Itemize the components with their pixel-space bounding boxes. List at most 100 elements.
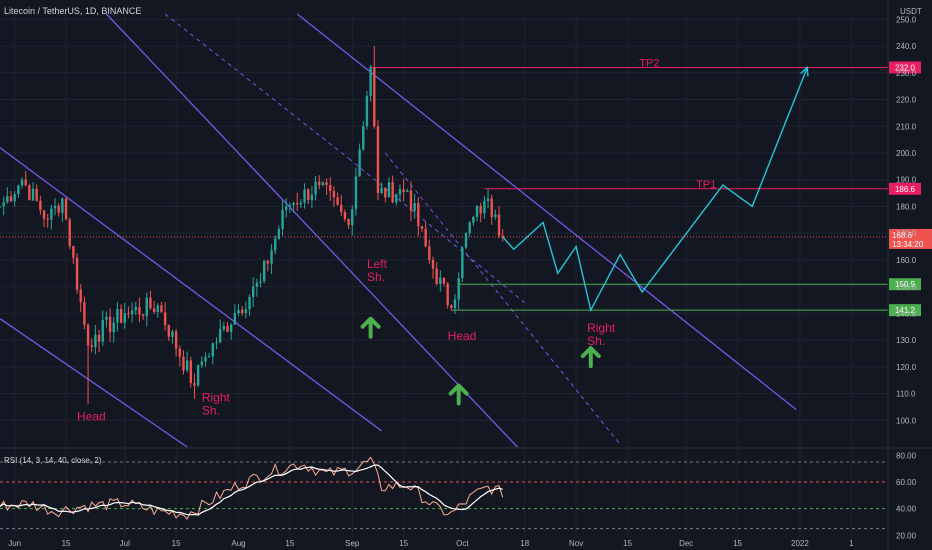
candle-body bbox=[167, 325, 170, 337]
candle-body bbox=[303, 189, 306, 203]
candle-body bbox=[185, 360, 189, 371]
candle-body bbox=[9, 196, 13, 202]
candle-body bbox=[409, 190, 413, 211]
candle-body bbox=[358, 149, 361, 177]
candle-body bbox=[490, 198, 493, 218]
channel-line bbox=[0, 147, 383, 432]
currency-label: USDT bbox=[900, 7, 922, 16]
candle-body bbox=[354, 176, 358, 210]
candle-body bbox=[398, 189, 402, 195]
candle-body bbox=[207, 356, 211, 358]
candle-body bbox=[215, 342, 218, 344]
rsi-signal-line bbox=[0, 464, 503, 516]
candle-body bbox=[318, 181, 321, 186]
y-tick-label: 130.0 bbox=[896, 336, 917, 345]
candle-body bbox=[329, 185, 332, 191]
candle-body bbox=[182, 356, 185, 371]
candle-body bbox=[336, 197, 339, 205]
candle-body bbox=[501, 235, 504, 237]
candle-body bbox=[156, 305, 159, 312]
y-tick-label: 240.0 bbox=[896, 42, 917, 51]
candle-body bbox=[134, 307, 137, 311]
candle-body bbox=[285, 206, 288, 210]
level-label-box bbox=[889, 278, 921, 291]
candle-body bbox=[494, 214, 497, 218]
pattern-label: Left Sh. bbox=[367, 257, 388, 284]
candle-body bbox=[31, 188, 35, 201]
candle-body bbox=[376, 126, 380, 194]
candle-body bbox=[13, 194, 16, 202]
candle-body bbox=[259, 281, 262, 283]
candle-body bbox=[446, 283, 449, 306]
up-arrow-icon bbox=[360, 316, 381, 339]
candle-body bbox=[321, 182, 325, 186]
price-levels: 232.0 TP2 186.6 TP1 150.9 141.2 168.613:34:20 bbox=[0, 57, 932, 317]
x-tick-label: Aug bbox=[231, 539, 245, 548]
candle-body bbox=[233, 313, 237, 325]
candle-body bbox=[497, 214, 501, 236]
y-tick-label: 170.0 bbox=[896, 229, 917, 238]
x-tick-label: Jun bbox=[8, 539, 21, 548]
candle-body bbox=[218, 329, 222, 343]
candle-body bbox=[160, 305, 163, 313]
candle-body bbox=[380, 187, 383, 194]
candle-body bbox=[351, 209, 354, 226]
x-tick-label: Jul bbox=[120, 539, 130, 548]
candle-body bbox=[61, 198, 64, 213]
candle-body bbox=[90, 345, 93, 348]
candle-body bbox=[255, 282, 259, 287]
candle-body bbox=[384, 187, 387, 198]
last-price-box bbox=[889, 228, 932, 249]
candle-body bbox=[472, 216, 475, 223]
x-tick-label: 18 bbox=[520, 539, 529, 548]
candle-body bbox=[20, 179, 24, 186]
candle-body bbox=[281, 209, 284, 230]
projection-path bbox=[502, 65, 809, 313]
channel-line bbox=[105, 13, 518, 448]
candle-body bbox=[325, 182, 328, 186]
candle-body bbox=[439, 277, 442, 284]
candle-body bbox=[373, 67, 376, 127]
candle-body bbox=[196, 365, 200, 386]
pattern-label-line: Sh. bbox=[202, 404, 220, 418]
candle-body bbox=[83, 302, 86, 325]
candle-body bbox=[42, 210, 46, 219]
pattern-label: Head bbox=[448, 329, 477, 343]
candle-body bbox=[222, 326, 226, 330]
candle-body bbox=[270, 250, 273, 264]
pattern-label-line: Sh. bbox=[587, 334, 605, 348]
projection-line bbox=[502, 67, 808, 313]
last-price-label: 168.6 bbox=[892, 231, 913, 240]
candle-body bbox=[461, 247, 464, 278]
rsi-tick-label: 40.00 bbox=[896, 505, 917, 514]
x-tick-label: Dec bbox=[679, 539, 693, 548]
pattern-label-line: Right bbox=[202, 391, 231, 405]
countdown-label: 13:34:20 bbox=[892, 240, 924, 249]
candle-body bbox=[97, 334, 101, 342]
rsi-tick-label: 60.00 bbox=[896, 478, 917, 487]
candle-body bbox=[72, 246, 75, 258]
pattern-label-line: Sh. bbox=[367, 270, 385, 284]
candle-body bbox=[395, 194, 398, 203]
candle-body bbox=[193, 383, 196, 386]
y-tick-label: 100.0 bbox=[896, 416, 917, 425]
candle-body bbox=[189, 360, 193, 384]
axes: 100.0 110.0 120.0 130.0 140.0 150.0 160.0 170.0… bbox=[8, 0, 917, 550]
candle-body bbox=[211, 343, 215, 357]
x-tick-label: 15 bbox=[285, 539, 294, 548]
candle-body bbox=[64, 198, 68, 220]
symbol-title: Litecoin / TetherUS, 1D, BINANCE bbox=[4, 6, 142, 16]
candle-body bbox=[0, 206, 2, 208]
candle-body bbox=[112, 322, 115, 333]
target-label: TP2 bbox=[639, 57, 659, 69]
candle-body bbox=[288, 205, 292, 207]
candle-body bbox=[108, 316, 112, 333]
candle-body bbox=[35, 188, 38, 201]
rsi-pane: 20.00 40.00 60.00 80.00 bbox=[0, 447, 932, 540]
target-label: TP1 bbox=[696, 179, 716, 191]
candle-body bbox=[79, 289, 82, 303]
candle-body bbox=[340, 204, 343, 213]
y-tick-label: 180.0 bbox=[896, 202, 917, 211]
